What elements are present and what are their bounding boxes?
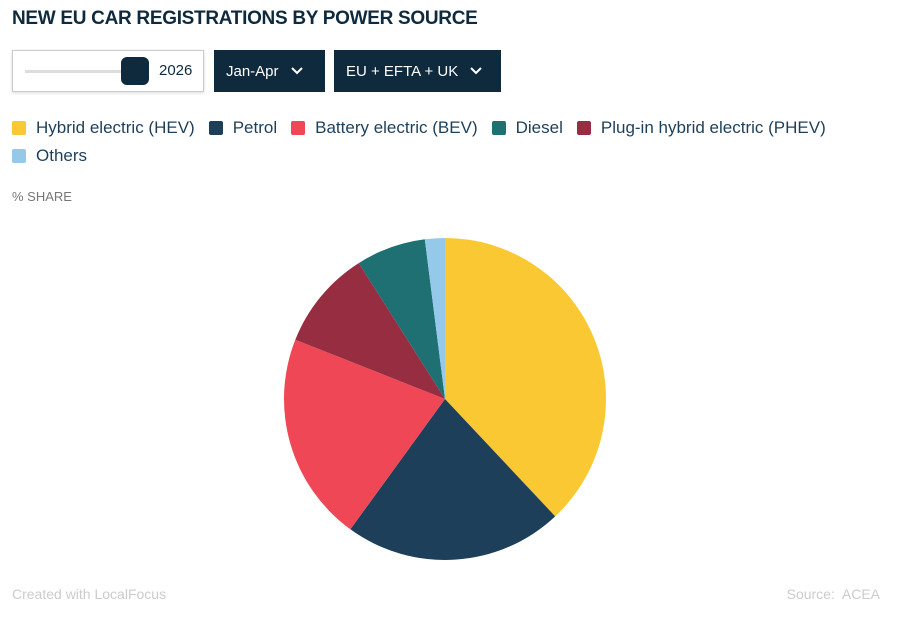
slider-track (25, 70, 143, 73)
legend-label: Battery electric (BEV) (315, 118, 478, 137)
legend-swatch (491, 121, 506, 135)
legend-item[interactable]: Diesel (491, 118, 563, 138)
chart-title: NEW EU CAR REGISTRATIONS BY POWER SOURCE (12, 8, 478, 29)
chevron (470, 67, 482, 75)
year-label: 2026 (159, 62, 193, 79)
slider-knob[interactable] (121, 57, 149, 85)
legend-label: Others (36, 146, 88, 165)
unit-label: % SHARE (12, 189, 72, 204)
legend-label: Diesel (515, 118, 563, 137)
chevron (290, 67, 303, 75)
legend-label: Plug-in hybrid electric (PHEV) (600, 118, 826, 137)
legend-swatch (12, 121, 26, 135)
region-dropdown[interactable]: EU + EFTA + UK (334, 50, 501, 92)
pie-slice[interactable] (295, 263, 445, 399)
legend-item[interactable]: Others (12, 146, 87, 166)
region-label: EU + EFTA + UK (346, 62, 459, 80)
legend-label: Petrol (232, 118, 278, 137)
pie-slice[interactable] (424, 238, 445, 399)
pie-slice[interactable] (445, 238, 606, 517)
period-label: Jan-Apr (226, 62, 279, 80)
pie-slice[interactable] (284, 339, 445, 530)
legend-item[interactable]: Petrol (208, 118, 278, 138)
legend-item[interactable]: Battery electric (BEV) (291, 118, 478, 138)
legend-swatch (576, 121, 591, 135)
period-dropdown[interactable]: Jan-Apr (214, 50, 325, 92)
pie-chart (284, 238, 606, 560)
legend-item[interactable]: Plug-in hybrid electric (PHEV) (576, 118, 826, 138)
year-slider[interactable]: 2026 (12, 50, 204, 92)
legend-swatch (291, 121, 306, 135)
pie-slice[interactable] (358, 239, 445, 399)
legend: Hybrid electric (HEV) Petrol Battery elect… (12, 118, 872, 166)
pie-slice[interactable] (350, 399, 556, 560)
legend-swatch (12, 149, 26, 163)
credit: Created with LocalFocus (12, 586, 167, 602)
source: Source: ACEA (786, 586, 880, 602)
legend-swatch (208, 121, 223, 135)
legend-label: Hybrid electric (HEV) (36, 118, 195, 137)
legend-item[interactable]: Hybrid electric (HEV) (12, 118, 195, 138)
